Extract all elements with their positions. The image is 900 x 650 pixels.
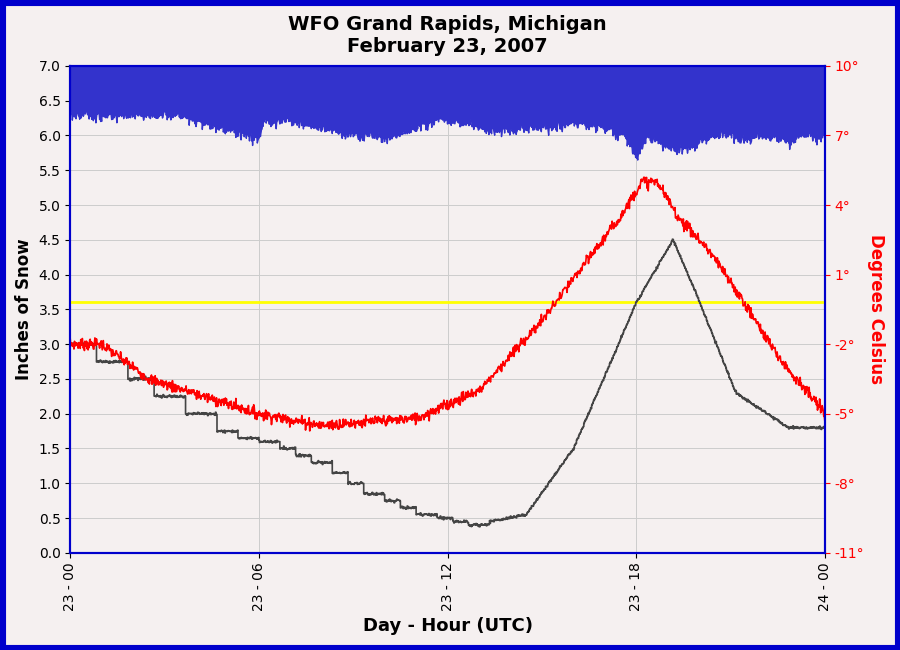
Y-axis label: Degrees Celsius: Degrees Celsius xyxy=(867,235,885,384)
X-axis label: Day - Hour (UTC): Day - Hour (UTC) xyxy=(363,617,533,635)
Y-axis label: Inches of Snow: Inches of Snow xyxy=(15,239,33,380)
Title: WFO Grand Rapids, Michigan
February 23, 2007: WFO Grand Rapids, Michigan February 23, … xyxy=(288,15,607,56)
